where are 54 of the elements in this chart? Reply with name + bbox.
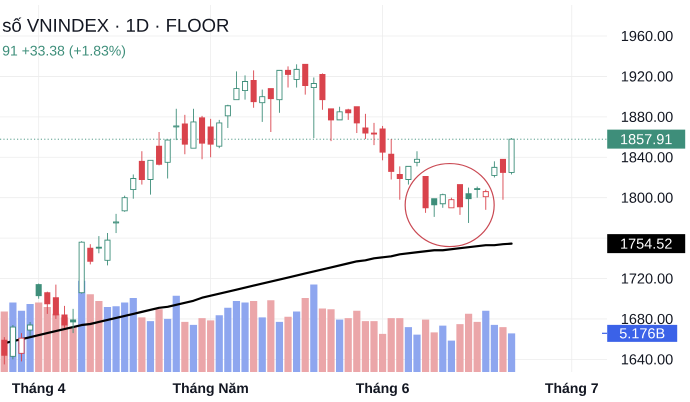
candlestick [242, 74, 248, 100]
bar [181, 322, 188, 372]
x-tick-label: Tháng 6 [356, 382, 409, 396]
bar [293, 311, 300, 372]
bar [284, 316, 292, 372]
bar [155, 309, 163, 372]
candlestick [27, 322, 34, 337]
x-tick-label: Tháng 4 [12, 382, 66, 396]
bar [302, 298, 309, 372]
bar [258, 317, 266, 372]
candlestick [208, 118, 214, 158]
candlestick [138, 150, 145, 186]
candlestick [466, 187, 472, 224]
candlestick [380, 126, 386, 161]
text: 1754.52 [621, 238, 672, 249]
bar [190, 324, 198, 372]
y-tick-label: 1840.00 [622, 152, 673, 162]
y-tick-label: 1640.00 [622, 354, 673, 364]
ref-line-label: 1857.91 [621, 134, 672, 144]
text: 91 +33.38 (+1.83%) [2, 45, 126, 58]
y-tick-label: 1800.00 [622, 192, 673, 203]
y2-tick-label: 5.176B [620, 328, 664, 338]
bar [310, 284, 318, 372]
bar [508, 333, 516, 372]
y-tick-label: 1680.00 [622, 314, 673, 324]
bar [146, 321, 154, 372]
candlestick [36, 283, 42, 300]
candlestick [319, 72, 326, 110]
x-tick-label: Tháng 7 [545, 382, 598, 396]
candlestick [362, 113, 368, 140]
bar [138, 317, 146, 372]
candlestick [474, 186, 480, 198]
candlestick [104, 232, 110, 266]
bar [499, 327, 507, 372]
bar [336, 320, 344, 372]
candlestick [294, 64, 300, 88]
candlestick [414, 150, 420, 167]
y-tick-label: 1920.00 [622, 71, 673, 82]
candlestick [370, 122, 378, 146]
y-tick-label: 1880.00 [622, 112, 673, 122]
text: số VNINDEX · 1D · FLOOR [2, 17, 229, 32]
x-tick-label: Tháng Năm [172, 382, 248, 396]
y-tick-label: 1960.00 [622, 30, 673, 42]
candlestick [224, 104, 231, 128]
candlestick [113, 213, 120, 234]
candlestick [250, 70, 257, 108]
candlestick [199, 115, 206, 160]
bar [250, 300, 258, 372]
y-tick-label: 1720.00 [622, 273, 673, 284]
bar [276, 322, 284, 372]
candlestick [182, 114, 188, 155]
candlestick [284, 66, 292, 88]
bar [267, 300, 274, 372]
candlestick [388, 138, 394, 180]
